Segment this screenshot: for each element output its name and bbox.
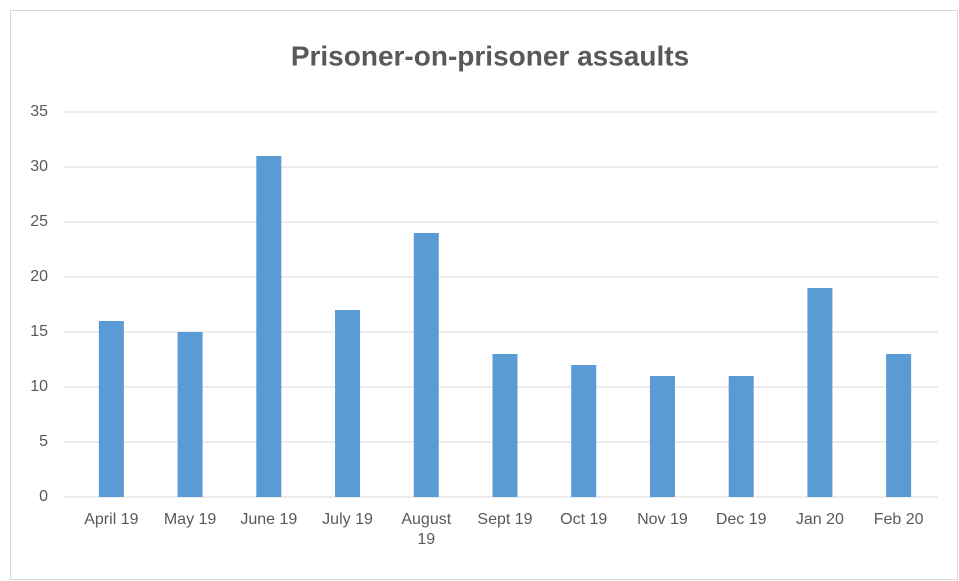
- bar: [413, 233, 439, 497]
- bar: [177, 332, 203, 497]
- x-tick-label: Feb 20: [873, 511, 924, 528]
- y-tick-label: 10: [30, 378, 48, 395]
- x-tick-label: April 19: [84, 511, 139, 528]
- y-tick-label: 30: [30, 158, 48, 175]
- x-tick-label: Sept 19: [477, 511, 533, 528]
- y-tick-label: 20: [30, 268, 48, 285]
- x-tick-label: Dec 19: [715, 511, 767, 528]
- bar: [807, 288, 833, 497]
- bar: [492, 354, 518, 497]
- x-tick-label: Jan 20: [795, 511, 844, 528]
- chart-title: Prisoner-on-prisoner assaults: [291, 40, 689, 71]
- y-tick-label: 15: [30, 323, 48, 340]
- bar: [98, 321, 124, 497]
- bar: [728, 376, 754, 497]
- y-tick-label: 0: [39, 488, 48, 505]
- bar: [886, 354, 912, 497]
- chart-border: [10, 10, 958, 580]
- bar: [256, 156, 282, 497]
- x-tick-label: Nov 19: [637, 511, 688, 528]
- y-tick-label: 25: [30, 213, 48, 230]
- x-tick-label: June 19: [240, 511, 298, 528]
- x-tick-label: Oct 19: [560, 511, 608, 528]
- bar: [571, 365, 597, 497]
- bar: [335, 310, 361, 497]
- y-tick-label: 35: [30, 103, 48, 120]
- y-tick-label: 5: [39, 433, 48, 450]
- x-tick-label: May 19: [163, 511, 217, 528]
- x-tick-label: July 19: [322, 511, 373, 528]
- bar: [649, 376, 675, 497]
- x-tick-label: August 19: [401, 511, 452, 548]
